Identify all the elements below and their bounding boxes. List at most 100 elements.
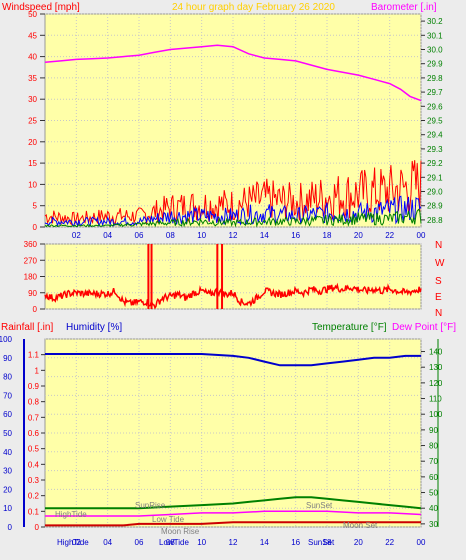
barometer-tick-label: 29.5 xyxy=(427,117,443,126)
direction-tick-label: 270 xyxy=(24,256,38,265)
direction-tick-label: 360 xyxy=(24,240,38,249)
humidity-tick-label: 70 xyxy=(3,391,12,400)
sunrise-annotation: SunRise xyxy=(135,501,166,510)
rainfall-tick-label: 1.1 xyxy=(28,351,40,360)
rainfall-tick-label: 1 xyxy=(35,366,40,375)
barometer-tick-label: 28.9 xyxy=(427,202,443,211)
temperature-tick-label: 130 xyxy=(429,363,443,372)
humidity-x-tick-label: 14 xyxy=(260,538,269,547)
axis-labels: 0510152025303540455028.828.929.029.129.2… xyxy=(0,10,443,547)
barometer-axis-title: Barometer [.in] xyxy=(371,2,437,13)
barometer-tick-label: 30.1 xyxy=(427,31,443,40)
wind-tick-label: 50 xyxy=(28,10,37,19)
wind-x-tick-label: 02 xyxy=(72,231,81,240)
wind-x-tick-label: 22 xyxy=(385,231,394,240)
rainfall-tick-label: 0.2 xyxy=(28,492,40,501)
humidity-tick-label: 0 xyxy=(8,523,13,532)
temperature-line xyxy=(45,496,422,510)
temperature-tick-label: 140 xyxy=(429,348,443,357)
rainfall-axis-title: Rainfall [.in] xyxy=(1,322,53,333)
humidity-x-tick-label: 18 xyxy=(323,538,332,547)
dew-point-line xyxy=(45,510,422,517)
humidity-grid xyxy=(45,338,422,528)
dew-point-axis-title: Dew Point [°F] xyxy=(392,322,456,333)
moonset-annotation: Moon Set xyxy=(343,521,378,530)
rainfall-tick-label: 0.5 xyxy=(28,445,40,454)
direction-tick-label: 0 xyxy=(33,305,38,314)
humidity-tick-label: 80 xyxy=(3,373,12,382)
barometer-tick-label: 29.2 xyxy=(427,159,443,168)
humidity-tick-label: 20 xyxy=(3,485,12,494)
rainfall-tick-label: 0.6 xyxy=(28,429,40,438)
humidity-x-tick-label: 06 xyxy=(135,538,144,547)
humidity-x-tick-label: 10 xyxy=(197,538,206,547)
hightide-axis-label: HighTide xyxy=(57,538,89,547)
direction-tick-label: 90 xyxy=(28,289,37,298)
barometer-tick-label: 29.4 xyxy=(427,131,443,140)
temperature-tick-label: 110 xyxy=(429,395,442,404)
wind-gust-line xyxy=(44,160,422,226)
wind-tick-label: 20 xyxy=(28,138,37,147)
humidity-x-tick-label: 22 xyxy=(385,538,394,547)
humidity-tick-label: 90 xyxy=(3,354,12,363)
barometer-tick-label: 29.0 xyxy=(427,188,443,197)
direction-tick-label: 180 xyxy=(24,273,38,282)
direction-label-e: E xyxy=(435,292,442,303)
humidity-x-tick-label: 16 xyxy=(291,538,300,547)
rainfall-line xyxy=(45,521,421,527)
rainfall-tick-label: 0.1 xyxy=(28,507,40,516)
humidity-tick-label: 50 xyxy=(3,429,12,438)
lowtide-annotation: Low Tide xyxy=(152,515,185,524)
humidity-x-tick-label: 00 xyxy=(417,538,426,547)
barometer-tick-label: 29.9 xyxy=(427,60,443,69)
wind-tick-label: 0 xyxy=(33,223,38,232)
barometer-tick-label: 29.3 xyxy=(427,145,443,154)
wind-tick-label: 30 xyxy=(28,95,37,104)
lowtide-axis-label: LowTide xyxy=(159,538,189,547)
wind-x-tick-label: 12 xyxy=(229,231,238,240)
barometer-tick-label: 28.8 xyxy=(427,216,443,225)
rainfall-tick-label: 0.3 xyxy=(28,476,40,485)
wind-axis-title: Windspeed [mph] xyxy=(2,2,80,13)
temperature-tick-label: 80 xyxy=(429,442,438,451)
temperature-tick-label: 70 xyxy=(429,457,438,466)
wind-x-tick-label: 16 xyxy=(291,231,300,240)
temperature-tick-label: 60 xyxy=(429,473,438,482)
wind-series-group xyxy=(44,160,422,228)
temperature-tick-label: 30 xyxy=(429,520,438,529)
humidity-x-tick-label: 12 xyxy=(229,538,238,547)
humidity-x-tick-label: 02 xyxy=(72,538,81,547)
wind-tick-label: 5 xyxy=(33,202,38,211)
wind-tick-label: 25 xyxy=(28,117,37,126)
humidity-x-tick-label: 08 xyxy=(166,538,175,547)
humidity-tick-label: 10 xyxy=(3,504,12,513)
humidity-x-tick-label: 20 xyxy=(354,538,363,547)
barometer-tick-label: 29.1 xyxy=(427,173,443,182)
wind-direction-line xyxy=(44,282,422,310)
direction-label-n-top: N xyxy=(435,240,442,251)
wind-x-tick-label: 18 xyxy=(323,231,332,240)
humidity-axis-title: Humidity [%] xyxy=(66,322,122,333)
sunset-annotation: SunSet xyxy=(306,501,333,510)
barometer-tick-label: 30.0 xyxy=(427,46,443,55)
wind-tick-label: 35 xyxy=(28,74,37,83)
wind-tick-label: 15 xyxy=(28,159,37,168)
wind-x-tick-label: 10 xyxy=(197,231,206,240)
wind-x-tick-label: 06 xyxy=(135,231,144,240)
temperature-tick-label: 50 xyxy=(429,489,438,498)
hightide-annotation: HighTide xyxy=(55,510,87,519)
direction-series-group xyxy=(44,244,422,310)
wind-low-line xyxy=(44,208,422,228)
rainfall-tick-label: 0.7 xyxy=(28,413,40,422)
barometer-tick-label: 29.8 xyxy=(427,74,443,83)
wind-x-tick-label: 08 xyxy=(166,231,175,240)
direction-label-w: W xyxy=(435,258,445,269)
direction-grid xyxy=(45,243,422,310)
moonrise-annotation: Moon Rise xyxy=(161,527,200,536)
barometer-tick-label: 30.2 xyxy=(427,17,443,26)
rainfall-tick-label: 0 xyxy=(35,523,40,532)
wind-x-tick-label: 20 xyxy=(354,231,363,240)
graph-title: 24 hour graph day February 26 2020 xyxy=(172,2,335,13)
sunset-axis-label: SunSet xyxy=(308,538,335,547)
barometer-tick-label: 29.6 xyxy=(427,102,443,111)
